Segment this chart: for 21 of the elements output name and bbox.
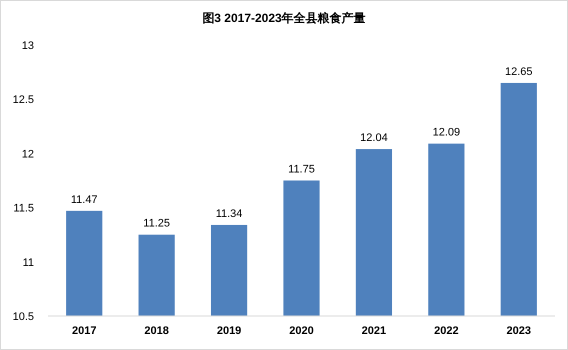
y-tick-label: 13 (22, 40, 34, 52)
x-tick-label: 2020 (289, 325, 314, 337)
x-tick-label: 2017 (72, 325, 96, 337)
x-tick-label: 2021 (362, 325, 386, 337)
y-tick-label: 12.5 (12, 94, 34, 106)
y-tick-label: 12 (22, 148, 34, 160)
x-tick-label: 2018 (144, 325, 169, 337)
data-label: 12.65 (505, 66, 533, 78)
x-tick-label: 2019 (216, 325, 242, 337)
data-label: 11.25 (143, 218, 170, 230)
x-tick-label: 2022 (434, 325, 459, 337)
y-tick-label: 11 (22, 256, 34, 269)
data-label: 11.34 (216, 208, 242, 220)
data-label: 12.09 (432, 126, 460, 139)
x-tick-label: 2023 (506, 325, 532, 337)
chart-title: 图3 2017-2023年全县粮食产量 (202, 11, 366, 25)
data-label: 11.75 (288, 164, 315, 176)
data-label: 11.47 (70, 194, 98, 206)
y-tick-label: 11.5 (13, 202, 34, 215)
data-label: 12.04 (360, 132, 388, 144)
y-tick-label: 10.5 (12, 311, 34, 323)
